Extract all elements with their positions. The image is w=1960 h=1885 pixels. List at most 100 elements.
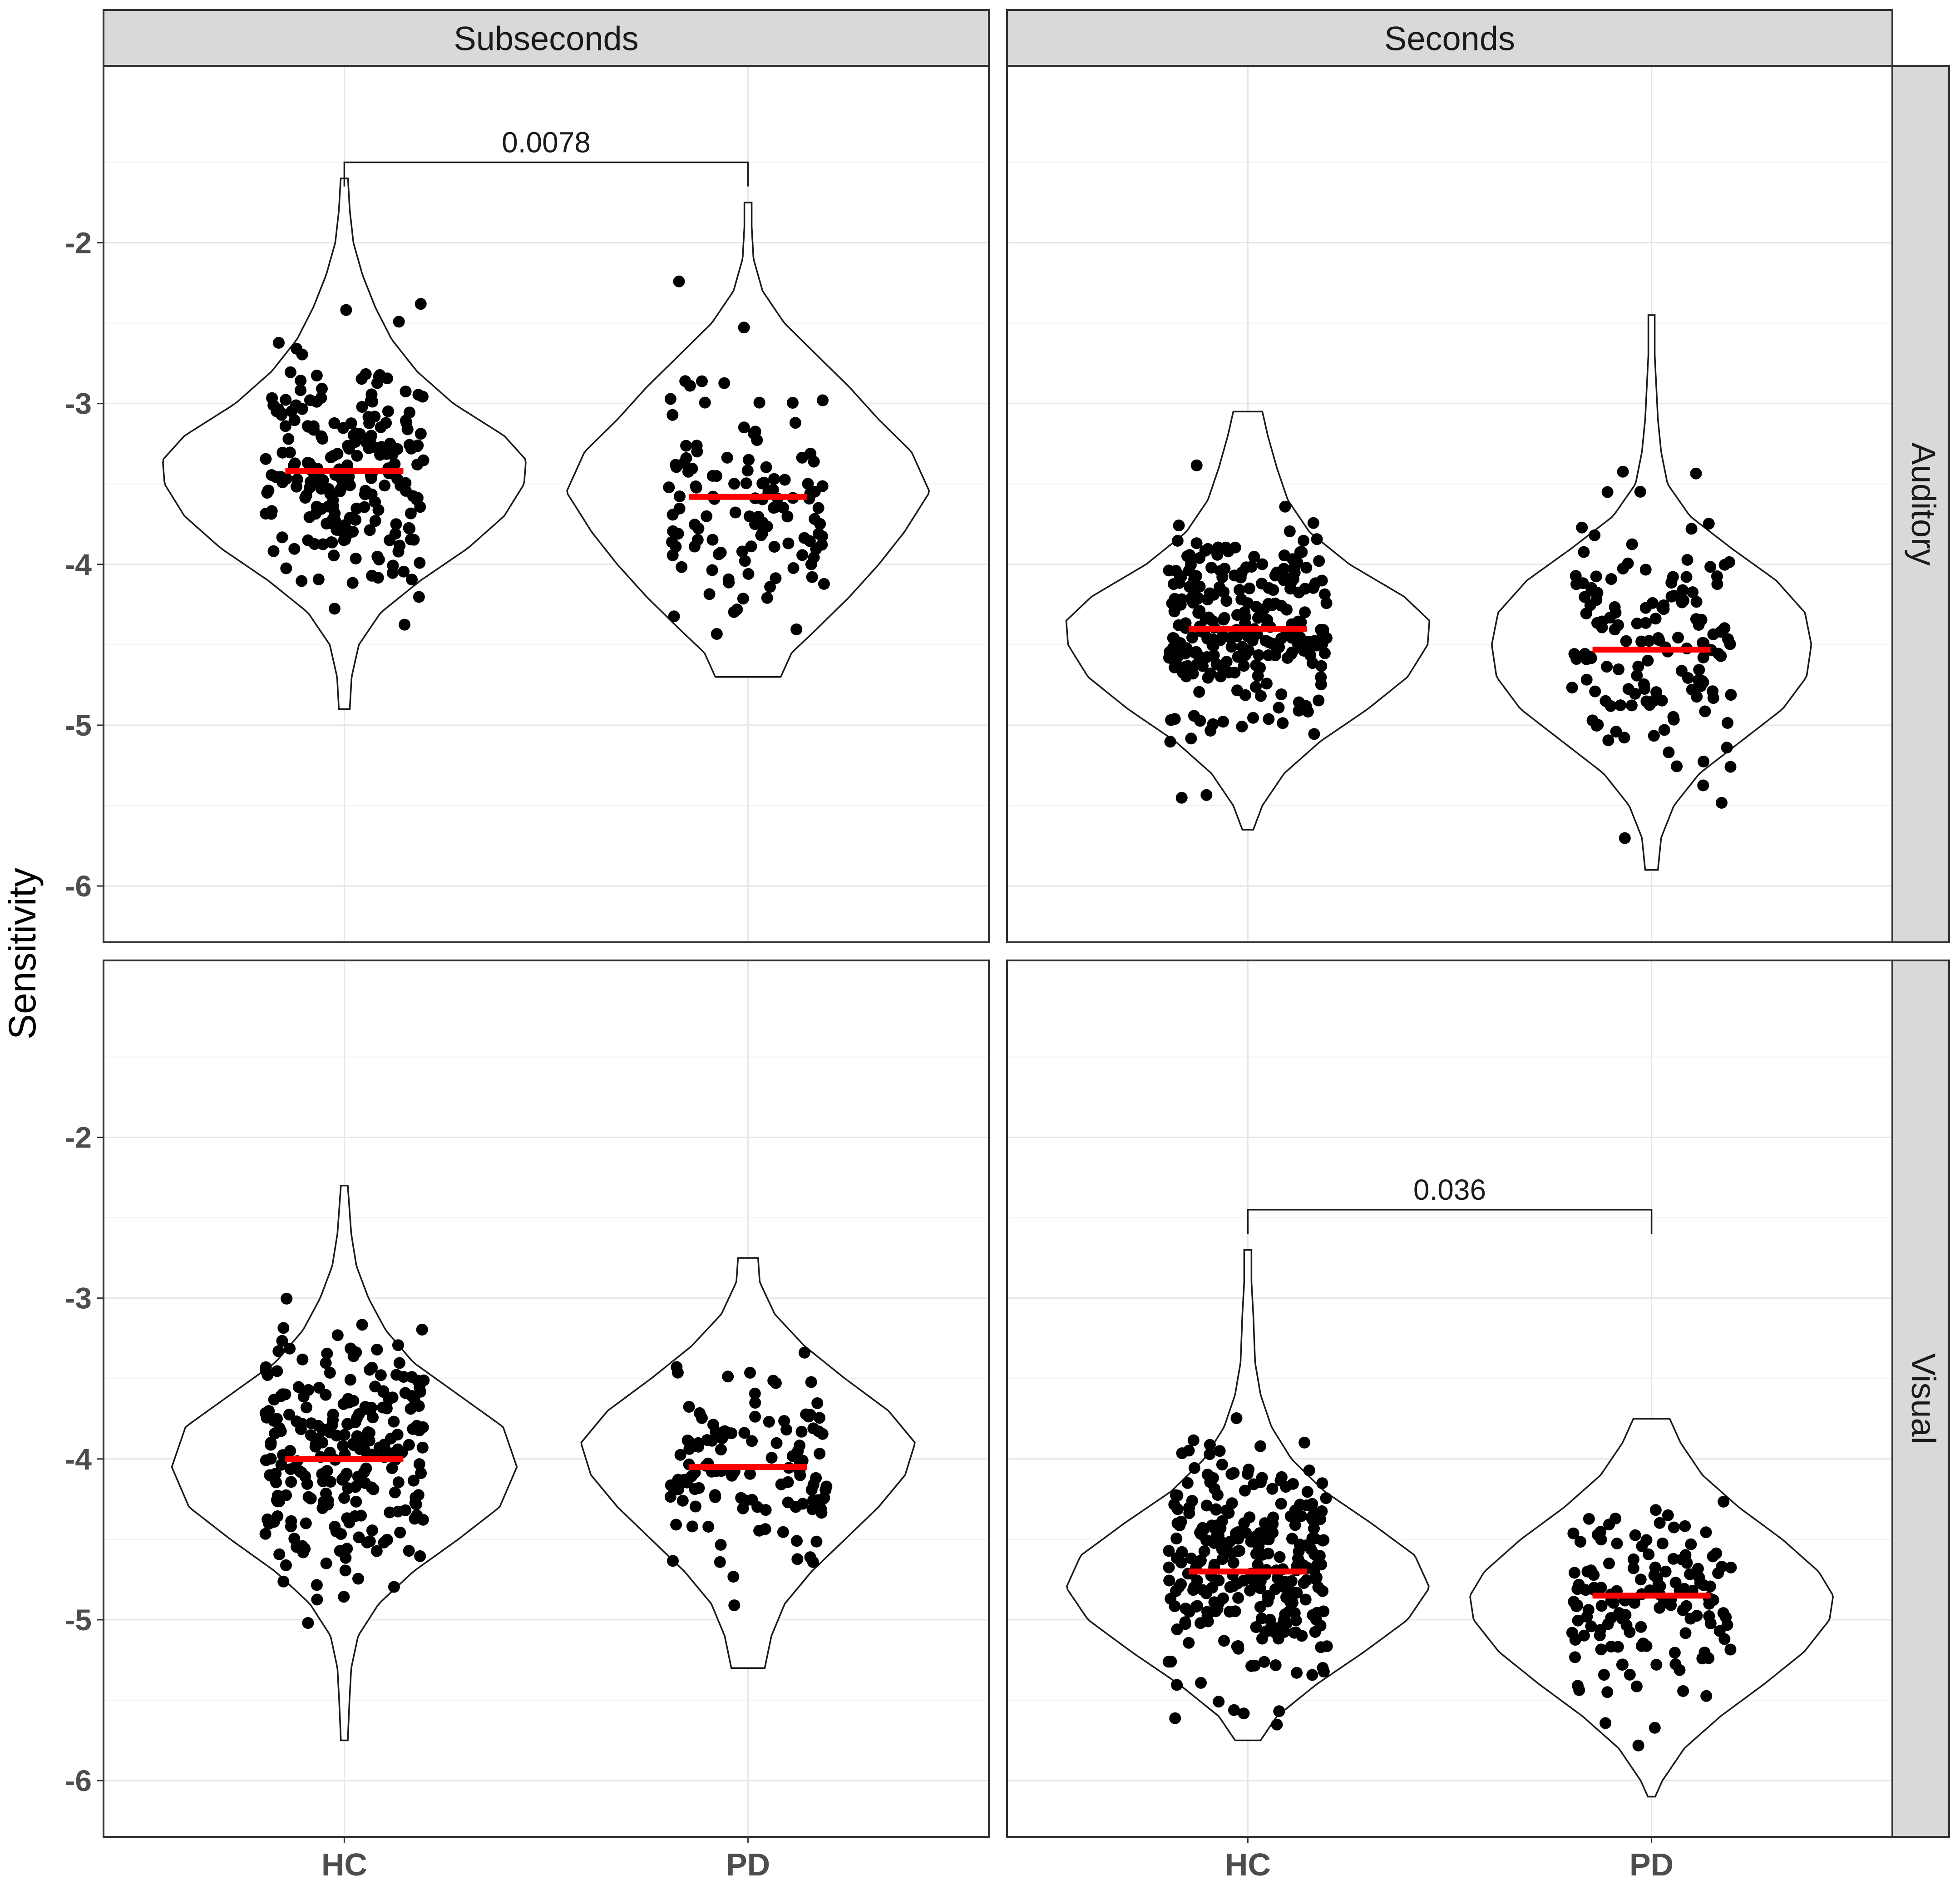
violin-hc: [171, 1185, 518, 1742]
data-point: [1271, 566, 1283, 579]
data-point: [356, 1440, 368, 1452]
data-point: [1625, 699, 1638, 712]
data-point: [1263, 713, 1275, 725]
data-point: [1207, 640, 1219, 652]
data-point: [377, 1385, 390, 1397]
data-point: [1200, 1534, 1212, 1546]
data-point: [802, 478, 814, 490]
data-point: [301, 1401, 312, 1414]
data-point: [674, 1449, 686, 1461]
data-point: [778, 1415, 790, 1427]
data-point: [1230, 1412, 1243, 1424]
data-point: [667, 1555, 679, 1567]
data-point: [1309, 1626, 1321, 1638]
data-point: [399, 1387, 411, 1399]
data-point: [1249, 681, 1262, 693]
data-point: [781, 510, 794, 523]
data-point: [1656, 694, 1668, 707]
data-point: [285, 1476, 297, 1488]
data-point: [722, 573, 735, 585]
data-point: [373, 554, 385, 566]
data-point: [1585, 1620, 1597, 1633]
data-point: [1640, 695, 1653, 707]
data-point: [352, 1470, 364, 1483]
data-point: [689, 1483, 701, 1495]
data-point: [1635, 1640, 1648, 1652]
y-tick-label: -3: [65, 387, 92, 421]
data-point: [341, 1512, 353, 1524]
data-point: [676, 1494, 689, 1507]
data-point: [1175, 593, 1188, 605]
data-point: [1679, 1627, 1692, 1639]
significance-label: 0.036: [1413, 1173, 1486, 1206]
data-point: [1613, 663, 1624, 675]
data-point: [770, 572, 782, 584]
data-point: [290, 399, 302, 411]
data-point: [1612, 619, 1624, 631]
data-point: [267, 545, 280, 557]
data-point: [1707, 692, 1719, 704]
data-point: [268, 1394, 280, 1406]
data-point: [1284, 629, 1296, 641]
data-point: [337, 524, 350, 536]
data-point: [1667, 571, 1679, 583]
data-point: [1284, 583, 1296, 595]
data-point: [1191, 1600, 1204, 1612]
data-point: [1216, 1459, 1228, 1471]
data-point: [1629, 1597, 1640, 1609]
data-point: [1174, 1519, 1186, 1531]
data-point: [288, 543, 301, 555]
data-point: [372, 504, 385, 516]
data-point: [1254, 1573, 1266, 1586]
data-point: [1203, 611, 1215, 623]
data-point: [1195, 1555, 1207, 1567]
data-point: [1697, 779, 1709, 792]
data-point: [315, 483, 327, 495]
data-point: [1685, 1538, 1697, 1550]
data-point: [1229, 1605, 1241, 1618]
data-point: [1207, 718, 1219, 730]
data-point: [1173, 619, 1185, 631]
data-point: [384, 1506, 396, 1519]
data-point: [812, 1494, 824, 1506]
data-point: [311, 370, 323, 381]
data-point: [1306, 1532, 1318, 1544]
data-point: [791, 1535, 803, 1547]
data-point: [1298, 534, 1310, 547]
data-point: [1171, 534, 1184, 547]
data-point: [1715, 797, 1728, 809]
data-point: [796, 549, 809, 561]
data-point: [1648, 730, 1660, 742]
data-point: [744, 1367, 756, 1379]
data-point: [1725, 689, 1737, 701]
data-point: [346, 577, 359, 589]
data-point: [331, 448, 344, 460]
data-point: [302, 1617, 314, 1629]
data-point: [1236, 720, 1248, 732]
data-point: [782, 1496, 794, 1509]
data-point: [303, 457, 316, 470]
data-point: [1163, 652, 1175, 664]
data-point: [1662, 1509, 1674, 1521]
significance-bracket: [343, 161, 749, 187]
data-point: [707, 1419, 719, 1431]
data-point: [406, 1371, 418, 1383]
data-point: [337, 1440, 349, 1452]
data-point: [1581, 1565, 1594, 1578]
data-point: [1248, 551, 1260, 563]
data-point: [782, 537, 795, 549]
data-point: [338, 1429, 351, 1441]
data-point: [336, 1473, 348, 1485]
data-point: [1276, 1620, 1288, 1632]
data-point: [796, 1455, 809, 1467]
data-point: [344, 512, 356, 524]
data-point: [1639, 602, 1652, 614]
data-point: [1650, 1658, 1663, 1671]
data-point: [1724, 1643, 1737, 1656]
data-point: [392, 1476, 405, 1489]
data-point: [1600, 1717, 1612, 1729]
data-point: [1677, 584, 1689, 596]
data-point: [1299, 606, 1311, 618]
data-point: [727, 1571, 740, 1583]
data-point: [1296, 635, 1308, 647]
